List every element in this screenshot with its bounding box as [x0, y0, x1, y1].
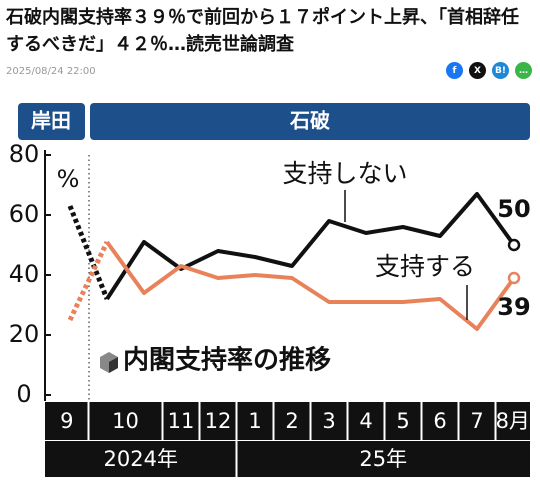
year-label: 25年 [359, 447, 407, 471]
x-tick-label: 11 [168, 409, 195, 433]
series-line [105, 240, 516, 331]
year-row [45, 441, 530, 477]
share-facebook[interactable]: f [446, 62, 463, 79]
x-tick-label: 8月 [496, 409, 530, 433]
x-tick-label: 6 [433, 409, 446, 433]
chart-title: 内閣支持率の推移 [123, 345, 331, 376]
headline: 石破内閣支持率３９％で前回から１７ポイント上昇、「首相辞任するべきだ」４２％…読… [6, 7, 519, 55]
end-marker [507, 271, 521, 285]
era-label: 石破 [289, 109, 330, 133]
end-marker [507, 238, 521, 252]
x-tick-label: 9 [60, 409, 73, 433]
x-tick-label: 1 [248, 409, 261, 433]
era-box [90, 103, 530, 140]
end-label: 50 [497, 195, 530, 223]
x-tick-label: 12 [205, 409, 232, 433]
series-name: 支持しない [282, 159, 407, 188]
series-transition [67, 240, 110, 322]
share-bar: f X B! … [446, 62, 532, 79]
share-hatena[interactable]: B! [492, 62, 509, 79]
x-tick-label: 2 [285, 409, 298, 433]
x-tick-label: 3 [322, 409, 335, 433]
y-tick-label: 40 [9, 260, 40, 288]
share-line[interactable]: … [515, 62, 532, 79]
y-tick-label: 80 [9, 140, 40, 168]
series-line [105, 192, 516, 301]
series-transition [67, 205, 110, 300]
end-label: 39 [497, 293, 530, 321]
y-tick-label: 20 [9, 320, 40, 348]
x-tick-label: 4 [359, 409, 372, 433]
date: 2025/08/24 22:00 [6, 66, 96, 77]
x-tick-label: 7 [470, 409, 483, 433]
series-name: 支持する [375, 252, 475, 281]
era-box [18, 103, 85, 140]
month-row [45, 402, 530, 440]
share-x[interactable]: X [469, 62, 486, 79]
unit-label: % [57, 165, 80, 193]
y-tick-label: 60 [9, 200, 40, 228]
cube-icon [109, 357, 118, 373]
year-label: 2024年 [104, 447, 178, 471]
y-tick-label: 0 [16, 380, 31, 408]
x-tick-label: 10 [112, 409, 139, 433]
era-label: 岸田 [31, 109, 71, 133]
x-tick-label: 5 [396, 409, 409, 433]
